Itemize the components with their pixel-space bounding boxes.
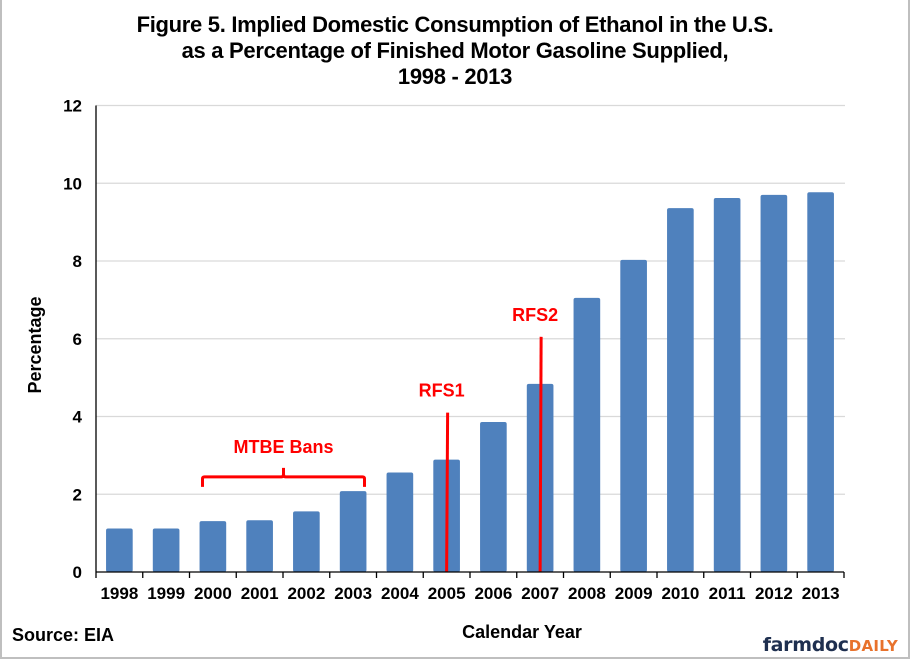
y-tick-label: 2 — [73, 485, 82, 504]
x-tick-label: 2013 — [802, 584, 840, 603]
y-tick-label: 8 — [73, 252, 82, 271]
bar-2011 — [713, 198, 741, 572]
axes — [95, 105, 845, 578]
y-tick-label: 10 — [63, 174, 82, 193]
chart-title: Figure 5. Implied Domestic Consumption o… — [0, 12, 910, 90]
y-tick-label: 4 — [73, 408, 83, 427]
x-tick-label: 1998 — [100, 584, 138, 603]
y-tick-label: 0 — [73, 563, 82, 582]
bar-2010 — [667, 208, 694, 572]
x-tick-label: 2010 — [661, 584, 699, 603]
x-tick-label: 2002 — [287, 584, 325, 603]
rfs1-line — [445, 412, 450, 573]
x-tick-labels: 1998 1999 2000 2001 2002 2003 2004 2005 2006 2007… — [100, 584, 839, 603]
bar-2006 — [480, 421, 507, 572]
rfs1-label: RFS1 — [419, 381, 465, 401]
x-tick-label: 2000 — [194, 584, 232, 603]
bar-2008 — [573, 297, 601, 572]
bar-2003 — [339, 491, 367, 572]
x-tick-label: 2008 — [568, 584, 606, 603]
chart-title-line-3: 1998 - 2013 — [397, 64, 513, 89]
annotations: MTBE Bans RFS1 RFS2 — [201, 305, 558, 573]
x-tick-label: 2012 — [755, 584, 793, 603]
farmdoc-daily-logo: farmdocDAILY — [763, 634, 898, 656]
logo-farmdoc: farmdoc — [762, 634, 849, 656]
x-tick-label: 2004 — [381, 584, 419, 603]
y-tick-labels: 0 2 4 6 8 10 12 — [63, 97, 82, 583]
bar-1998 — [106, 528, 133, 572]
source-note: Source: EIA — [12, 625, 115, 645]
y-tick-label: 6 — [73, 330, 82, 349]
bar-2012 — [760, 194, 788, 572]
bars — [106, 192, 834, 572]
x-tick-label: 2001 — [241, 584, 279, 603]
rfs2-label: RFS2 — [512, 305, 558, 325]
x-tick-label: 2005 — [428, 584, 466, 603]
rfs2-line — [538, 336, 543, 573]
y-tick-label: 12 — [63, 97, 82, 116]
x-tick-label: 2009 — [615, 584, 653, 603]
x-axis-title: Calendar Year — [462, 622, 582, 642]
bar-2009 — [620, 259, 647, 572]
x-tick-label: 1999 — [147, 584, 185, 603]
x-tick-label: 2006 — [474, 584, 512, 603]
logo-daily: DAILY — [848, 637, 898, 655]
mtbe-bans-bracket — [201, 467, 366, 487]
x-tick-label: 2007 — [521, 584, 559, 603]
y-axis-title: Percentage — [25, 296, 45, 393]
chart-title-line-1: Figure 5. Implied Domestic Consumption o… — [136, 12, 774, 37]
bar-2002 — [293, 511, 320, 572]
bar-2013 — [807, 192, 834, 572]
mtbe-bans-label: MTBE Bans — [233, 437, 333, 457]
bar-2000 — [199, 521, 227, 572]
bar-2004 — [386, 472, 414, 572]
chart-title-line-2: as a Percentage of Finished Motor Gasoli… — [181, 38, 729, 63]
bar-2001 — [246, 520, 273, 572]
x-tick-label: 2011 — [709, 584, 746, 603]
bar-1999 — [152, 528, 180, 572]
x-tick-label: 2003 — [334, 584, 372, 603]
